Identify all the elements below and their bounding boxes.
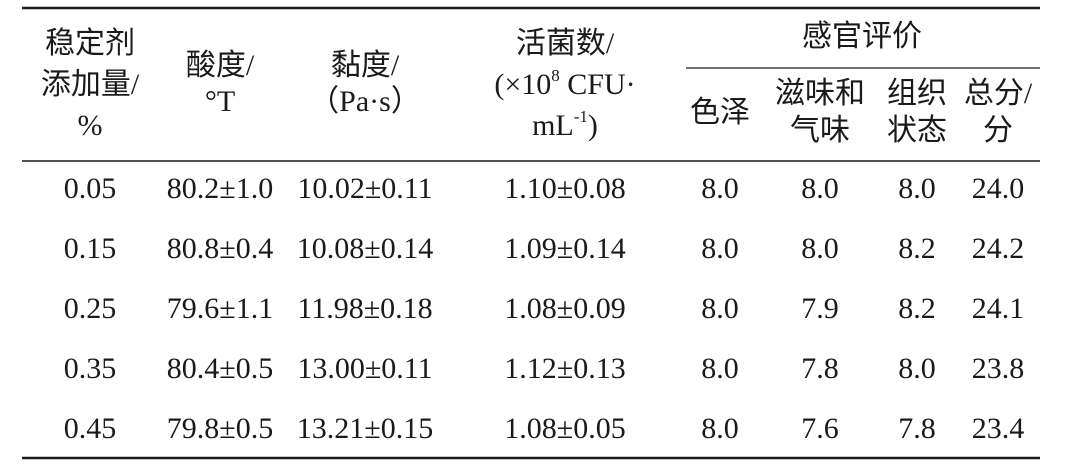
cell: 23.4 xyxy=(972,412,1025,445)
header: （Pa·s） xyxy=(309,85,421,118)
cell: 7.8 xyxy=(801,352,839,385)
header: (×108 CFU· xyxy=(494,66,635,101)
header: % xyxy=(78,109,103,142)
cell: 0.45 xyxy=(64,412,117,445)
group-header: 感官评价 xyxy=(802,20,922,53)
header-sup: 8 xyxy=(551,66,560,85)
header-sup: -1 xyxy=(574,107,588,126)
header: 酸度/ xyxy=(186,49,255,82)
header: 黏度/ xyxy=(331,49,400,82)
cell: 8.0 xyxy=(701,172,739,205)
header-part: CFU· xyxy=(560,68,636,101)
cell: 13.21±0.15 xyxy=(297,412,433,445)
sub-header: 组织 xyxy=(887,77,947,110)
cell: 1.09±0.14 xyxy=(504,232,625,265)
cell: 24.1 xyxy=(972,292,1025,325)
cell: 0.35 xyxy=(64,352,117,385)
cell: 8.2 xyxy=(898,292,936,325)
header: mL-1) xyxy=(532,107,598,142)
cell: 8.0 xyxy=(898,352,936,385)
sub-header: 状态 xyxy=(887,114,947,147)
cell: 8.0 xyxy=(801,232,839,265)
header-part: ) xyxy=(588,109,598,142)
cell: 10.02±0.11 xyxy=(297,172,432,205)
cell: 24.0 xyxy=(972,172,1025,205)
header: °T xyxy=(205,85,235,118)
header: 添加量/ xyxy=(41,68,140,101)
cell: 13.00±0.11 xyxy=(297,352,432,385)
sub-header: 色泽 xyxy=(690,96,750,129)
cell: 11.98±0.18 xyxy=(297,292,432,325)
cell: 8.0 xyxy=(701,292,739,325)
cell: 0.25 xyxy=(64,292,117,325)
sub-header: 气味 xyxy=(790,114,850,147)
header: 活菌数/ xyxy=(516,27,615,60)
cell: 7.9 xyxy=(801,292,839,325)
cell: 8.0 xyxy=(801,172,839,205)
header: 稳定剂 xyxy=(45,27,135,60)
cell: 8.0 xyxy=(701,232,739,265)
sub-header: 滋味和 xyxy=(775,77,865,110)
cell: 79.6±1.1 xyxy=(167,292,273,325)
sub-header: 分 xyxy=(983,114,1013,147)
cell: 8.0 xyxy=(898,172,936,205)
cell: 8.0 xyxy=(701,352,739,385)
sub-header: 总分/ xyxy=(964,77,1033,110)
cell: 79.8±0.5 xyxy=(167,412,273,445)
cell: 23.8 xyxy=(972,352,1025,385)
cell: 80.4±0.5 xyxy=(167,352,273,385)
header-part: mL xyxy=(532,109,574,142)
cell: 8.2 xyxy=(898,232,936,265)
header-part: (×10 xyxy=(494,68,551,101)
cell: 80.2±1.0 xyxy=(167,172,273,205)
cell: 7.6 xyxy=(801,412,839,445)
cell: 1.10±0.08 xyxy=(504,172,625,205)
cell: 1.08±0.09 xyxy=(504,292,625,325)
cell: 1.12±0.13 xyxy=(504,352,625,385)
cell: 7.8 xyxy=(898,412,936,445)
cell: 24.2 xyxy=(972,232,1025,265)
cell: 0.05 xyxy=(64,172,117,205)
cell: 8.0 xyxy=(701,412,739,445)
cell: 10.08±0.14 xyxy=(297,232,433,265)
cell: 80.8±0.4 xyxy=(167,232,273,265)
cell: 0.15 xyxy=(64,232,117,265)
cell: 1.08±0.05 xyxy=(504,412,625,445)
